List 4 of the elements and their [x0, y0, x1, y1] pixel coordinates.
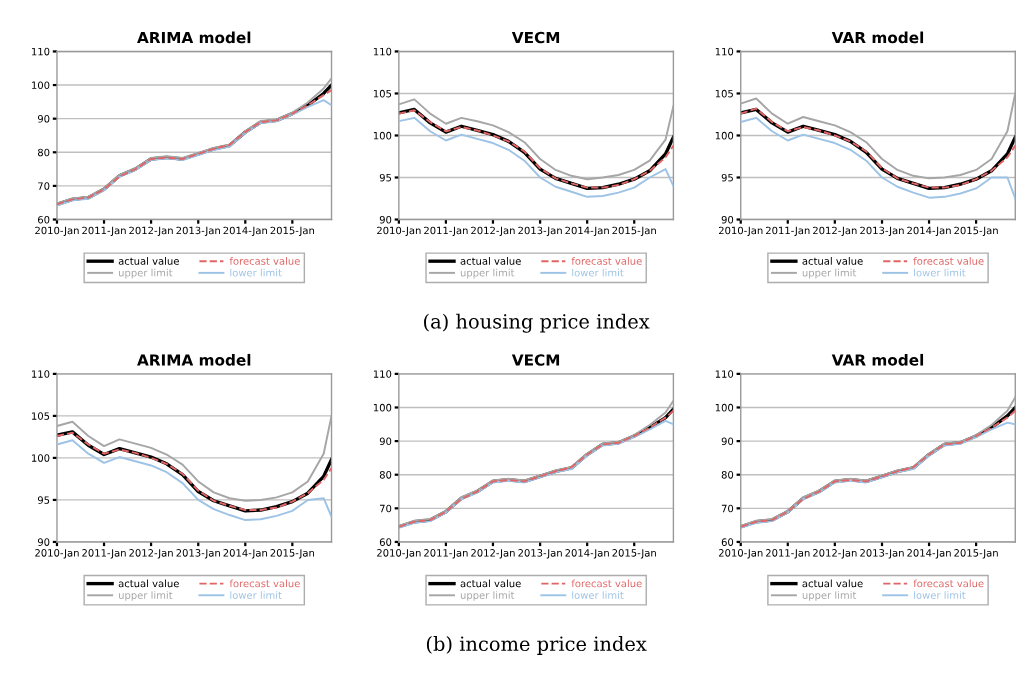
line-series	[740, 92, 1016, 180]
line-series	[56, 414, 332, 502]
text: (a) housing price index	[424, 313, 650, 333]
text: (b) income price index	[426, 636, 647, 655]
